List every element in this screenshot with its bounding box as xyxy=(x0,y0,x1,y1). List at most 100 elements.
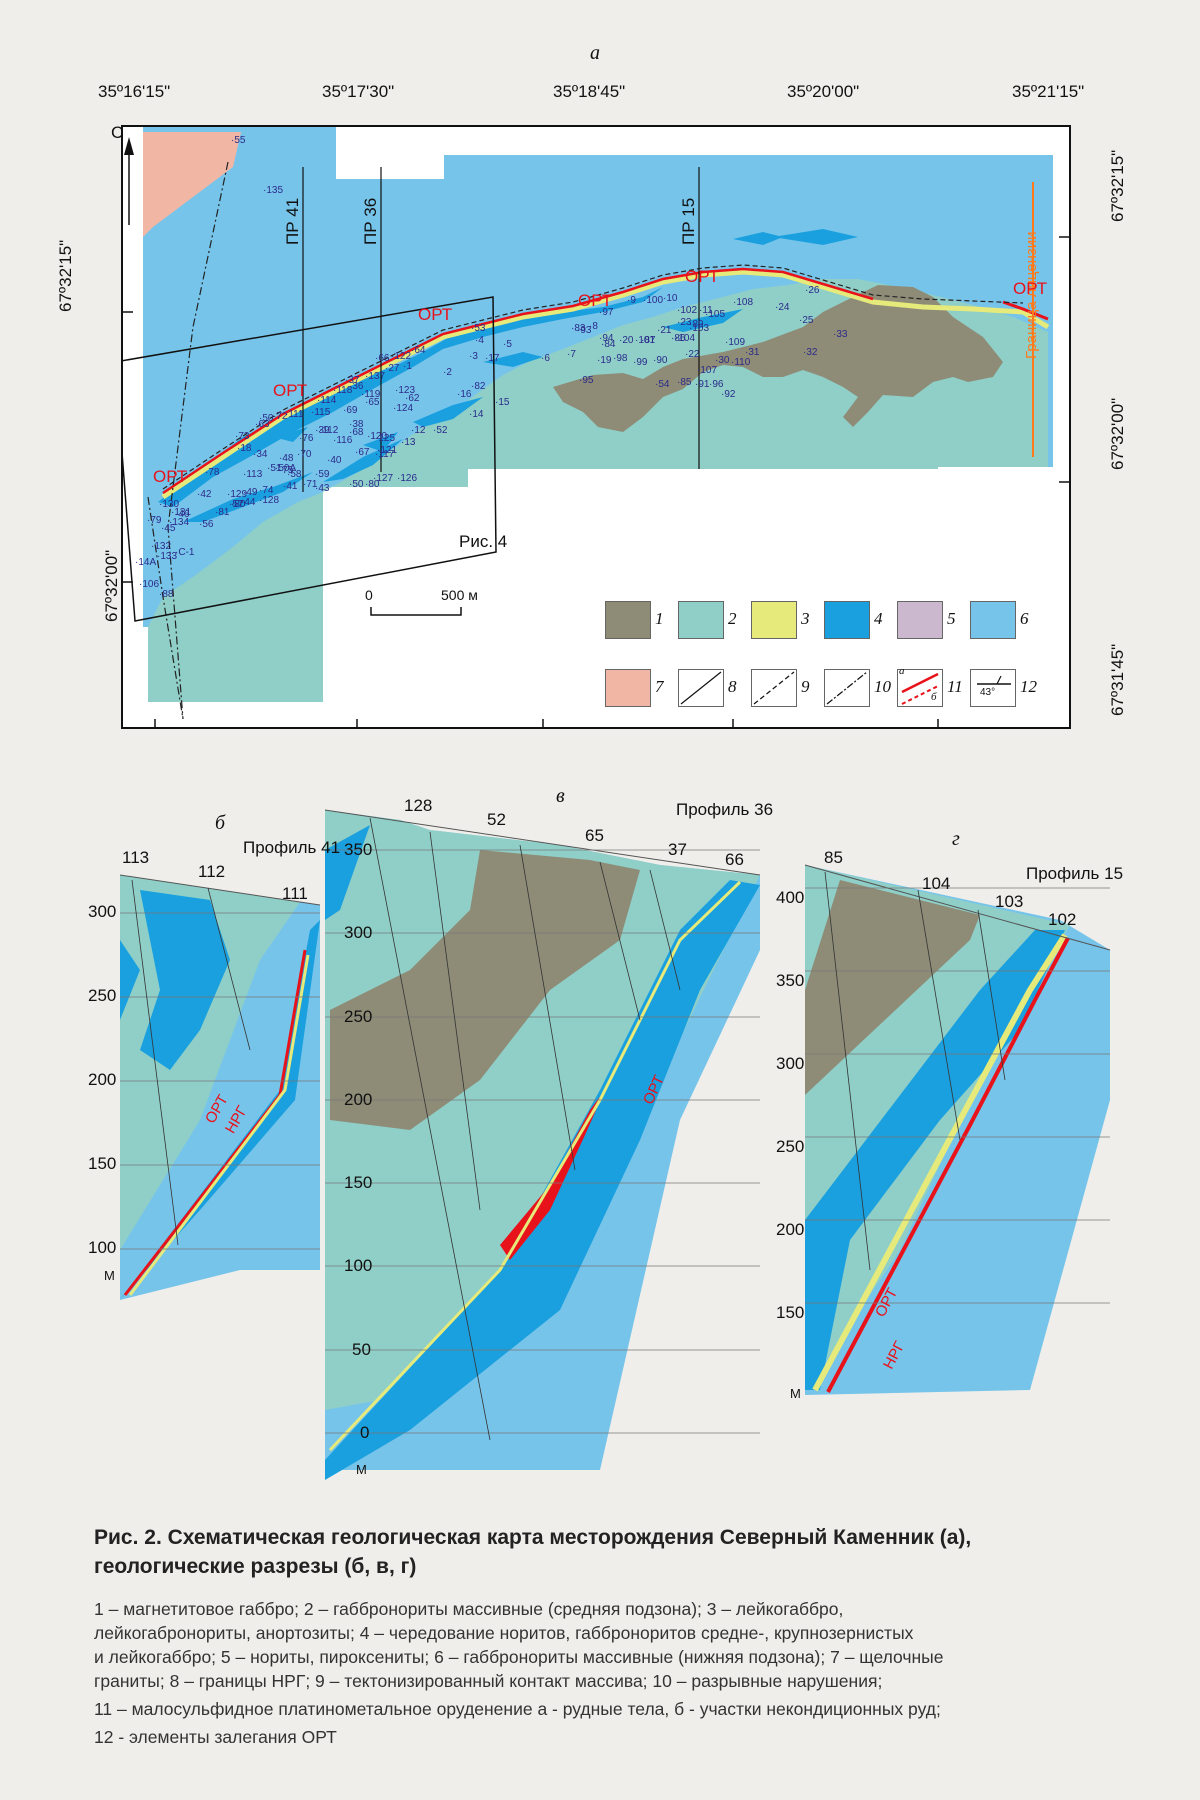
borehole-label: ·15 xyxy=(495,397,510,408)
borehole-label: ·107 xyxy=(697,365,718,376)
borehole-label: ·66 xyxy=(375,353,390,364)
borehole-label: ·89 xyxy=(689,319,704,330)
legend-sub-label: а xyxy=(899,665,905,677)
borehole-label: ·110 xyxy=(731,357,751,368)
borehole-label: ·79 xyxy=(147,515,162,526)
caption-legend-line: и лейкогаббро; 5 – нориты, пироксениты; … xyxy=(94,1647,944,1667)
borehole-label: ·132 xyxy=(151,541,172,552)
borehole-label: ·69 xyxy=(343,405,358,416)
lat-label-left: 67º32'15" xyxy=(56,239,75,312)
borehole-label: ·49 xyxy=(243,487,258,498)
borehole-label: ·48 xyxy=(279,453,294,464)
borehole-label: ·54 xyxy=(655,379,670,390)
borehole-label: ·34 xyxy=(253,449,268,460)
legend-swatch xyxy=(605,601,651,639)
ore-label: ОРТ xyxy=(273,381,308,400)
map-panel-letter: а xyxy=(590,42,600,64)
borehole-label: 112 xyxy=(198,862,226,881)
borehole-label: ·92 xyxy=(721,389,736,400)
legend-number: 4 xyxy=(874,609,883,628)
caption-legend-line: 11 – малосульфидное платинометальное ору… xyxy=(94,1699,941,1719)
legend-swatch xyxy=(751,669,797,707)
borehole-label: ·43 xyxy=(315,483,330,494)
borehole-label: ·86 xyxy=(671,333,686,344)
lon-label: 35º16'15" xyxy=(98,82,171,101)
axis-tick: 400 xyxy=(776,888,805,907)
borehole-label: ·81 xyxy=(215,507,230,518)
borehole-label: ·128 xyxy=(259,495,280,506)
ore-label: ОРТ xyxy=(418,305,453,324)
section-title: Профиль 41 xyxy=(243,838,341,857)
lat-label-right: 67º32'00" xyxy=(1108,397,1127,470)
ore-label: ОРТ xyxy=(1013,279,1048,298)
legend-swatch xyxy=(897,669,943,707)
ore-label: ОРТ xyxy=(685,267,720,286)
borehole-label: ·13 xyxy=(401,437,416,448)
borehole-label: ·59 xyxy=(315,469,330,480)
borehole-label: ·82 xyxy=(471,381,486,392)
borehole-label: 37 xyxy=(668,840,687,859)
legend-number: 6 xyxy=(1020,609,1029,628)
borehole-label: 103 xyxy=(995,892,1024,911)
legend-swatch xyxy=(970,601,1016,639)
borehole-label: 66 xyxy=(725,850,744,869)
axis-tick: 300 xyxy=(344,923,373,942)
borehole-label: 102 xyxy=(1048,910,1077,929)
borehole-label: ·75 xyxy=(279,465,294,476)
figure-caption: Рис. 2. Схематическая геологическая карт… xyxy=(94,1523,1154,1749)
borehole-label: ·42 xyxy=(197,489,212,500)
borehole-label: ·118 xyxy=(333,385,353,396)
borehole-label: ·72 xyxy=(273,411,288,422)
borehole-label: ·53 xyxy=(471,323,486,334)
borehole-label: ·6 xyxy=(541,353,550,364)
axis-tick: 200 xyxy=(776,1220,805,1239)
borehole-label: ·22 xyxy=(685,349,700,360)
borehole-label: ·44 xyxy=(241,497,256,508)
legend-swatch xyxy=(970,669,1016,707)
magnetite-gabbro-body xyxy=(553,285,1003,432)
borehole-label: ·96 xyxy=(709,379,724,390)
borehole-label: ·114 xyxy=(317,395,337,406)
borehole-label: ·38 xyxy=(349,419,364,430)
borehole-label: ·121 xyxy=(377,445,398,456)
borehole-label: ·63 xyxy=(255,419,270,430)
borehole-label: ·100 xyxy=(643,295,664,306)
map-legend: 1 2 3 4 5 6 7 8 9 10 11 а б 12 43° xyxy=(605,601,1045,721)
borehole-label: ·32 xyxy=(803,347,818,358)
borehole-label: ·30 xyxy=(715,355,730,366)
borehole-label: ·50 xyxy=(259,413,274,424)
caption-legend: 1 – магнетитовое габбро; 2 – габбронорит… xyxy=(94,1597,1154,1749)
borehole-label: 128 xyxy=(404,796,433,815)
lat-label-left: 67º32'00" xyxy=(102,549,121,622)
borehole-label: ·130 xyxy=(159,499,180,510)
geologic-sections xyxy=(119,809,1111,1480)
borehole-label: ·33 xyxy=(833,329,848,340)
borehole-label: ·94 xyxy=(599,333,614,344)
base-label: М xyxy=(356,1462,367,1477)
legend-swatch xyxy=(824,669,870,707)
axis-tick: 250 xyxy=(776,1137,805,1156)
borehole-label: ·88 xyxy=(159,589,174,600)
borehole-label: ·57 xyxy=(229,499,244,510)
borehole-label: ·98 xyxy=(613,353,628,364)
caption-title-line: геологические разрезы (б, в, г) xyxy=(94,1555,417,1578)
borehole-label: ·84 xyxy=(601,339,616,350)
borehole-label: ·95 xyxy=(579,375,594,386)
borehole-label: ·112 xyxy=(319,425,339,436)
borehole-label: ·45 xyxy=(161,523,176,534)
borehole-label: ·2 xyxy=(443,367,452,378)
borehole-label: ·46 xyxy=(175,509,190,520)
section-letter: б xyxy=(215,812,226,834)
borehole-label: ·40 xyxy=(327,455,342,466)
borehole-label: ·73 xyxy=(235,431,250,442)
legend-number: 10 xyxy=(874,677,891,696)
borehole-label: ·125 xyxy=(375,433,396,444)
axis-tick: 150 xyxy=(88,1154,117,1173)
borehole-label: ·25 xyxy=(799,315,814,326)
caption-legend-line: лейкогабронориты, анортозиты; 4 – чередо… xyxy=(94,1623,914,1643)
legend-number: 5 xyxy=(947,609,956,628)
caption-legend-line: граниты; 8 – границы НРГ; 9 – тектонизир… xyxy=(94,1671,883,1691)
borehole-label: ·117 xyxy=(375,449,395,460)
alkaline-granite-area xyxy=(143,132,241,237)
ore-label: ОРТ xyxy=(578,291,613,310)
